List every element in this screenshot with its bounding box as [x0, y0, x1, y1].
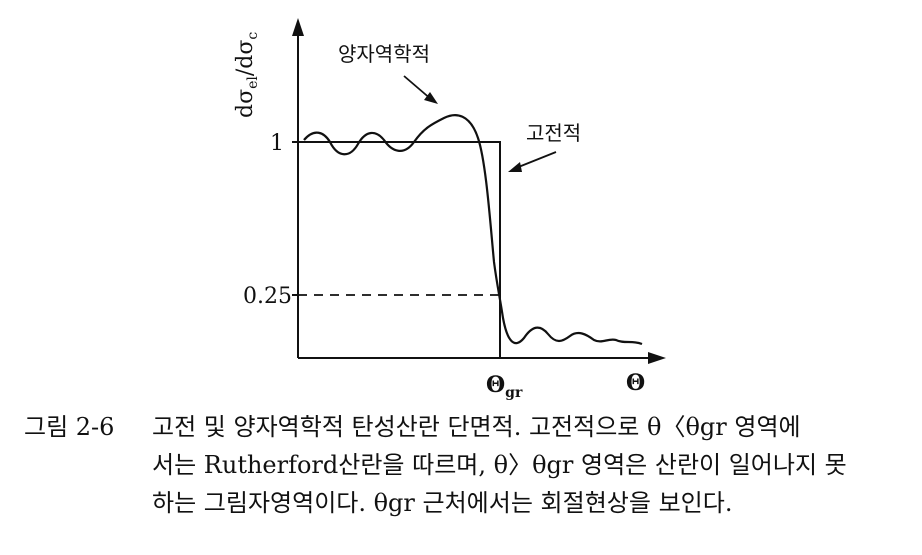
scattering-cross-section-figure: dσel/dσc 1 0.25 양자역학적 고전적 Θgr Θ: [233, 18, 666, 400]
quantum-label-arrowhead: [424, 92, 438, 104]
y-axis-label-main: dσ: [233, 89, 258, 118]
quantum-curve-label: 양자역학적: [338, 42, 430, 66]
caption-line-2: 서는 Rutherford산란을 따르며, θ〉θgr 영역은 산란이 일어나지…: [152, 451, 847, 479]
quantum-curve: [303, 114, 643, 346]
caption-line-1: 고전 및 양자역학적 탄성산란 단면적. 고전적으로 θ〈θgr 영역에: [152, 413, 801, 441]
ytick-025-label: 0.25: [243, 284, 292, 309]
caption-number: 그림 2-6: [24, 413, 115, 441]
classical-step-curve: [298, 141, 501, 358]
x-axis-label: Θ: [626, 370, 645, 396]
y-axis-label-sub2: c: [245, 32, 261, 40]
classical-label-pointer: [515, 151, 557, 169]
classical-curve-label: 고전적: [526, 121, 581, 145]
y-axis-arrow: [292, 18, 304, 36]
classical-label-arrowhead: [508, 162, 522, 172]
x-axis-arrow: [648, 352, 666, 364]
xtick-theta-gr-label: Θgr: [486, 372, 523, 400]
y-axis-label-sub1: el: [245, 76, 261, 89]
y-axis-label: dσel/dσc: [233, 32, 261, 118]
ytick-1-label: 1: [270, 131, 284, 156]
caption-line-3: 하는 그림자영역이다. θgr 근처에서는 회절현상을 보인다.: [152, 489, 733, 517]
